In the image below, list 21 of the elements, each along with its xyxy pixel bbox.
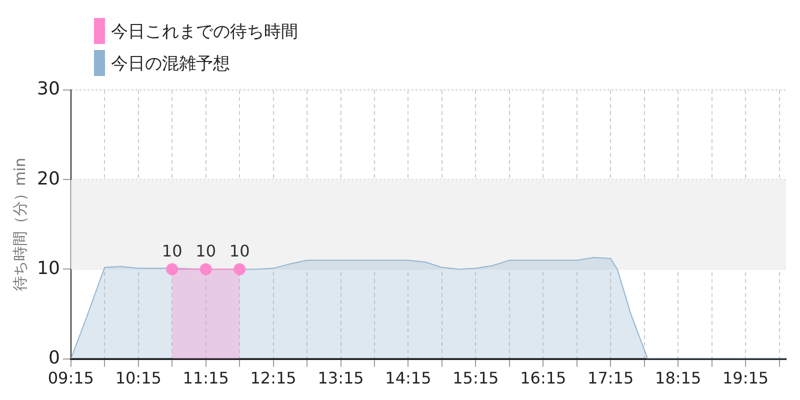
legend-label: 今日の混雑予想 — [111, 52, 230, 74]
x-tick-label: 14:15 — [385, 368, 432, 388]
legend-label: 今日これまでの待ち時間 — [111, 20, 298, 42]
y-axis-title: 待ち時間（分）min — [10, 158, 29, 292]
y-tick-label: 0 — [48, 347, 60, 368]
data-label: 10 — [196, 241, 216, 260]
x-tick-label: 10:15 — [115, 368, 162, 388]
x-tick-label: 17:15 — [588, 368, 634, 388]
x-tick-label: 15:15 — [452, 368, 499, 388]
y-tick-label: 20 — [37, 168, 60, 190]
x-tick-label: 19:15 — [722, 368, 769, 388]
data-label: 10 — [229, 241, 250, 260]
x-tick-label: 11:15 — [182, 368, 229, 388]
x-tick-label: 13:15 — [318, 368, 364, 388]
data-label: 10 — [162, 241, 182, 260]
x-tick-label: 12:15 — [250, 368, 296, 388]
y-tick-label: 30 — [37, 78, 60, 100]
x-tick-label: 18:15 — [655, 368, 702, 388]
x-tick-label: 16:15 — [520, 368, 566, 388]
y-tick-label: 10 — [37, 258, 60, 279]
x-tick-label: 09:15 — [48, 368, 94, 388]
